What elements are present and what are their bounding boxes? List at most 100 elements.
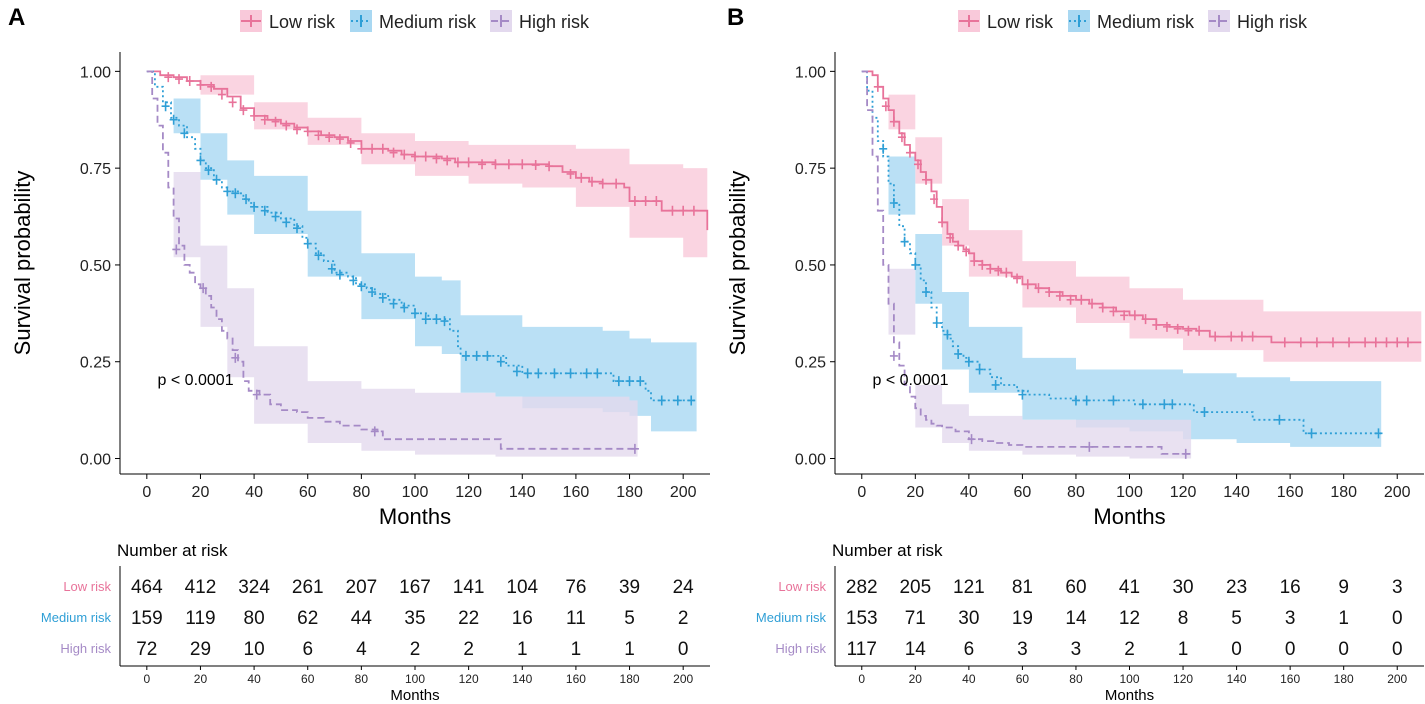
censor-mark bbox=[636, 376, 645, 387]
risk-count-medium: 80 bbox=[244, 608, 265, 629]
legend-label-low: Low risk bbox=[987, 12, 1054, 32]
censor-mark bbox=[357, 143, 366, 154]
risk-count-low: 141 bbox=[453, 577, 485, 598]
risk-count-low: 16 bbox=[1280, 577, 1301, 598]
censor-mark bbox=[1162, 321, 1171, 332]
censor-mark bbox=[566, 168, 575, 179]
ci-band-medium bbox=[146, 71, 697, 432]
censor-mark bbox=[199, 283, 208, 294]
censor-mark bbox=[349, 275, 358, 286]
risk-count-high: 1 bbox=[1178, 639, 1189, 660]
x-tick-label: 0 bbox=[142, 484, 151, 501]
censor-mark bbox=[881, 101, 890, 112]
censor-mark bbox=[440, 316, 449, 327]
censor-mark bbox=[461, 350, 470, 361]
censor-mark bbox=[991, 379, 1000, 390]
censor-mark bbox=[472, 350, 481, 361]
censor-mark bbox=[545, 161, 554, 172]
risk-count-high: 0 bbox=[1231, 639, 1242, 660]
x-axis-title: Months bbox=[379, 504, 451, 529]
y-tick-label: 0.50 bbox=[795, 258, 826, 275]
censor-mark bbox=[922, 174, 931, 185]
censor-mark bbox=[223, 186, 232, 197]
censor-mark bbox=[1085, 441, 1094, 452]
risk-row-label-low: Low risk bbox=[63, 579, 111, 594]
censor-mark bbox=[400, 149, 409, 160]
survival-curve-medium bbox=[861, 70, 1382, 435]
legend-item-low: Low risk bbox=[240, 10, 336, 32]
risk-count-medium: 62 bbox=[297, 608, 318, 629]
survival-curve-high bbox=[146, 70, 638, 450]
censor-mark bbox=[905, 147, 914, 158]
risk-count-high: 2 bbox=[410, 639, 421, 660]
censor-mark bbox=[1374, 428, 1383, 439]
x-tick-label: 120 bbox=[455, 484, 482, 501]
y-axis-title: Survival probability bbox=[725, 171, 750, 356]
censor-mark bbox=[986, 263, 995, 274]
risk-count-high: 6 bbox=[964, 639, 975, 660]
censor-mark bbox=[913, 159, 922, 170]
risk-count-low: 261 bbox=[292, 577, 324, 598]
risk-count-high: 0 bbox=[1392, 639, 1403, 660]
x-axis-title: Months bbox=[1093, 504, 1165, 529]
censor-mark bbox=[1195, 325, 1204, 336]
censor-mark bbox=[400, 302, 409, 313]
x-tick-label: 160 bbox=[1277, 484, 1304, 501]
censor-mark bbox=[421, 151, 430, 162]
risk-count-high: 3 bbox=[1017, 639, 1028, 660]
risk-count-medium: 0 bbox=[1392, 608, 1403, 629]
risk-count-high: 0 bbox=[678, 639, 689, 660]
risk-count-high: 0 bbox=[1338, 639, 1349, 660]
risk-table-x-tick-label: 0 bbox=[143, 672, 150, 686]
x-tick-label: 0 bbox=[857, 484, 866, 501]
censor-mark bbox=[325, 132, 334, 143]
risk-count-medium: 44 bbox=[351, 608, 373, 629]
x-tick-label: 140 bbox=[1223, 484, 1250, 501]
censor-mark bbox=[679, 205, 688, 216]
x-tick-label: 100 bbox=[402, 484, 429, 501]
censor-mark bbox=[282, 217, 291, 228]
censor-mark bbox=[1098, 302, 1107, 313]
censor-mark bbox=[687, 395, 696, 406]
risk-table-x-tick-label: 200 bbox=[1387, 672, 1407, 686]
x-tick-label: 120 bbox=[1170, 484, 1197, 501]
censor-mark bbox=[271, 116, 280, 127]
risk-count-low: 39 bbox=[619, 577, 640, 598]
risk-table-x-tick-label: 140 bbox=[1227, 672, 1247, 686]
censor-mark bbox=[975, 364, 984, 375]
risk-table-x-tick-label: 120 bbox=[1173, 672, 1193, 686]
censor-mark bbox=[897, 132, 906, 143]
legend: Low risk Medium risk High risk bbox=[240, 10, 590, 32]
censor-mark bbox=[180, 128, 189, 139]
risk-row-label-low: Low risk bbox=[778, 579, 826, 594]
panel-a: A Low risk Medium risk High risk 0.00 0.25 0.5… bbox=[8, 4, 710, 704]
risk-count-high: 0 bbox=[1285, 639, 1296, 660]
censor-mark bbox=[161, 101, 170, 112]
risk-table-x-tick-label: 100 bbox=[1119, 672, 1139, 686]
y-tick-label: 1.00 bbox=[795, 64, 826, 81]
ci-band-medium bbox=[861, 71, 1382, 451]
risk-count-high: 2 bbox=[463, 639, 474, 660]
censor-mark bbox=[577, 172, 586, 183]
x-tick-label: 80 bbox=[352, 484, 370, 501]
risk-count-medium: 14 bbox=[1065, 608, 1087, 629]
censor-mark bbox=[1088, 298, 1097, 309]
risk-count-medium: 119 bbox=[185, 608, 215, 629]
censor-mark bbox=[978, 259, 987, 270]
censor-mark bbox=[873, 81, 882, 92]
censor-mark bbox=[172, 244, 181, 255]
censor-mark bbox=[900, 236, 909, 247]
censor-mark bbox=[196, 155, 205, 166]
risk-table-x-tick-label: 40 bbox=[247, 672, 261, 686]
censor-mark bbox=[1328, 337, 1337, 348]
censor-mark bbox=[196, 79, 205, 90]
censor-mark bbox=[185, 76, 194, 87]
censor-mark bbox=[1138, 399, 1147, 410]
risk-count-medium: 1 bbox=[1338, 608, 1349, 629]
censor-mark bbox=[212, 174, 221, 185]
censor-mark bbox=[368, 143, 377, 154]
risk-table-title: Number at risk bbox=[117, 541, 228, 560]
panel-label: B bbox=[727, 4, 744, 31]
censor-marks-high bbox=[889, 350, 1190, 459]
